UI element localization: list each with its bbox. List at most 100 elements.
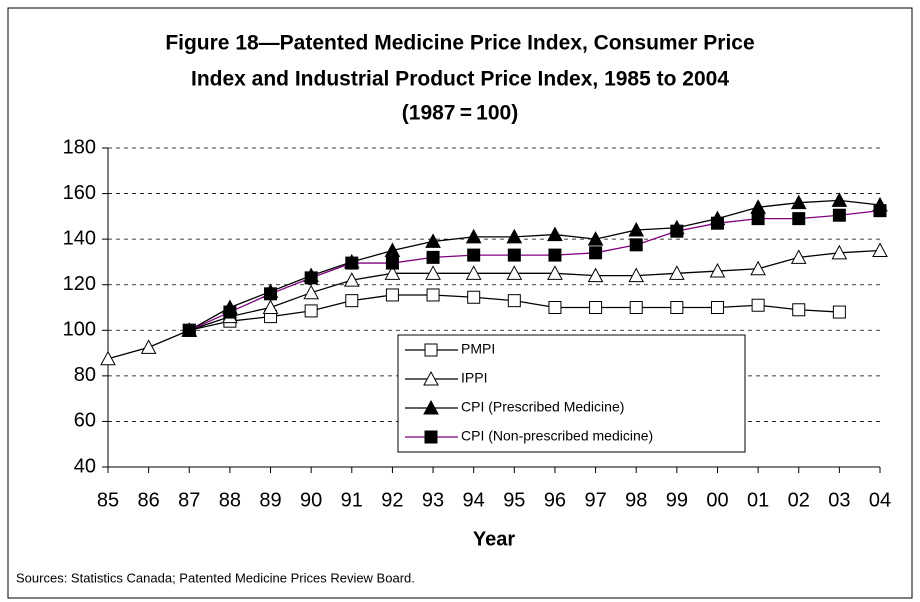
data-point bbox=[750, 260, 766, 276]
x-tick-label: 02 bbox=[788, 489, 810, 511]
series-line bbox=[107, 249, 881, 360]
data-point bbox=[832, 305, 846, 319]
data-point bbox=[507, 294, 521, 308]
series-line bbox=[188, 199, 881, 331]
data-point bbox=[304, 304, 318, 318]
data-point bbox=[792, 303, 806, 317]
data-point bbox=[710, 216, 724, 230]
data-point bbox=[426, 250, 440, 264]
data-point bbox=[832, 208, 846, 222]
legend-label: CPI (Non-prescribed medicine) bbox=[461, 428, 653, 444]
data-point bbox=[384, 242, 401, 258]
data-point bbox=[831, 192, 848, 207]
x-tick-label: 96 bbox=[544, 489, 566, 511]
data-point bbox=[792, 212, 806, 226]
legend-marker bbox=[424, 343, 438, 357]
data-point bbox=[264, 287, 278, 301]
data-point bbox=[223, 305, 237, 319]
y-tick-label: 80 bbox=[74, 364, 96, 386]
x-tick-label: 91 bbox=[341, 489, 363, 511]
x-tick-label: 85 bbox=[97, 489, 119, 511]
data-point bbox=[629, 301, 643, 314]
data-point bbox=[385, 256, 399, 270]
x-tick-label: 01 bbox=[747, 489, 769, 511]
x-tick-label: 89 bbox=[259, 489, 281, 511]
legend-label: PMPI bbox=[461, 341, 495, 357]
data-point bbox=[628, 221, 645, 237]
data-point bbox=[547, 226, 563, 242]
data-point bbox=[790, 249, 807, 264]
data-point bbox=[548, 301, 562, 314]
y-tick-label: 100 bbox=[63, 319, 96, 341]
chart-title: Index and Industrial Product Price Index… bbox=[191, 68, 729, 91]
y-tick-label: 120 bbox=[63, 273, 96, 295]
x-tick-label: 87 bbox=[178, 489, 200, 511]
data-point bbox=[710, 301, 724, 314]
y-tick-label: 180 bbox=[63, 136, 96, 158]
data-point bbox=[345, 256, 359, 270]
data-point bbox=[345, 294, 359, 308]
data-point bbox=[628, 267, 645, 283]
data-point bbox=[670, 224, 684, 238]
x-tick-label: 92 bbox=[381, 489, 403, 511]
data-point bbox=[343, 272, 360, 287]
legend-label: IPPI bbox=[461, 370, 487, 386]
x-tick-label: 88 bbox=[219, 489, 241, 511]
x-tick-label: 99 bbox=[666, 489, 688, 511]
legend: PMPI IPPI CPI (Prescribed Medicine) CPI (No… bbox=[397, 334, 746, 453]
data-point bbox=[548, 248, 562, 262]
y-tick-label: 160 bbox=[63, 182, 96, 204]
data-point bbox=[304, 271, 318, 285]
data-point bbox=[506, 228, 523, 244]
legend-marker bbox=[423, 399, 439, 415]
x-tick-label: 95 bbox=[503, 489, 525, 511]
x-tick-label: 03 bbox=[828, 489, 850, 511]
x-axis-title: Year bbox=[473, 528, 515, 550]
chart-title: (1987 = 100) bbox=[402, 102, 518, 125]
x-tick-label: 97 bbox=[584, 489, 606, 511]
x-tick-label: 93 bbox=[422, 489, 444, 511]
data-point bbox=[589, 246, 603, 260]
data-point bbox=[425, 265, 441, 280]
data-point bbox=[385, 288, 399, 302]
data-point bbox=[873, 204, 887, 218]
data-point bbox=[100, 350, 116, 366]
data-point bbox=[425, 233, 441, 248]
source-note: Sources: Statistics Canada; Patented Med… bbox=[16, 570, 415, 585]
data-point bbox=[303, 284, 319, 300]
series-line bbox=[188, 210, 881, 331]
data-point bbox=[587, 231, 604, 246]
data-point bbox=[751, 298, 765, 312]
legend-box bbox=[397, 334, 746, 453]
data-point bbox=[384, 265, 401, 280]
x-tick-label: 90 bbox=[300, 489, 322, 511]
chart-title: Figure 18—Patented Medicine Price Index,… bbox=[165, 32, 754, 55]
legend-label: CPI (Prescribed Medicine) bbox=[461, 399, 624, 415]
legend-marker bbox=[423, 370, 439, 386]
data-point bbox=[872, 242, 888, 258]
data-point bbox=[629, 238, 643, 252]
x-tick-label: 94 bbox=[463, 489, 485, 511]
data-point bbox=[426, 288, 440, 302]
data-point bbox=[467, 248, 481, 262]
legend-marker bbox=[424, 430, 438, 444]
data-point bbox=[262, 299, 279, 314]
data-point bbox=[670, 301, 684, 314]
data-point bbox=[507, 248, 521, 262]
data-point bbox=[140, 339, 157, 354]
data-point bbox=[467, 290, 481, 304]
data-point bbox=[790, 194, 807, 210]
y-tick-label: 60 bbox=[74, 410, 96, 432]
x-tick-label: 00 bbox=[706, 489, 728, 511]
data-point bbox=[589, 301, 603, 314]
data-point bbox=[506, 265, 523, 280]
data-point bbox=[547, 265, 563, 280]
data-point bbox=[709, 262, 726, 278]
data-point bbox=[465, 228, 482, 244]
x-tick-label: 04 bbox=[869, 489, 891, 511]
x-tick-label: 86 bbox=[138, 489, 160, 511]
data-point bbox=[587, 267, 604, 283]
data-point bbox=[831, 244, 848, 260]
data-point bbox=[465, 265, 482, 280]
